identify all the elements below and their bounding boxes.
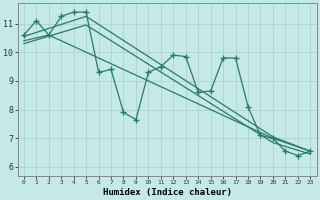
X-axis label: Humidex (Indice chaleur): Humidex (Indice chaleur)	[103, 188, 232, 197]
